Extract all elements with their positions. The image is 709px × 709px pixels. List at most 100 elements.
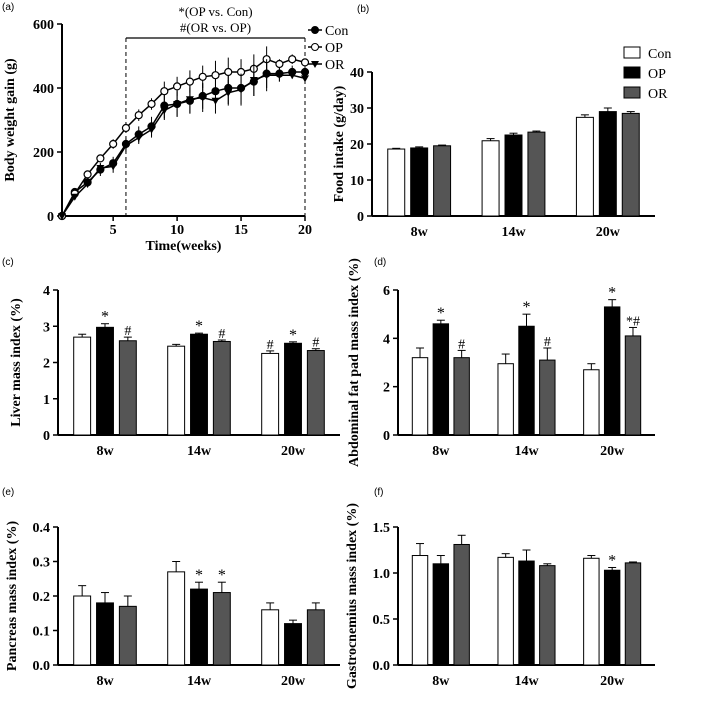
significance-annotation: #(OR vs. OP) [180, 20, 251, 35]
y-tick-label: 0.2 [33, 590, 51, 605]
bar-Con-20w [261, 609, 280, 666]
y-tick-label: 0 [47, 210, 54, 225]
point-OR [96, 165, 105, 172]
point-Con [300, 67, 310, 77]
legend-swatch-OR [623, 86, 641, 99]
point-OR [83, 181, 92, 188]
point-OP [275, 59, 284, 69]
x-tick-label: 8w [432, 674, 450, 689]
bar-OP-20w [603, 306, 621, 436]
y-tick-label: 0.4 [33, 521, 51, 536]
y-tick-label: 30 [350, 102, 364, 117]
x-tick-label: 20w [281, 444, 306, 459]
legend-label: OR [325, 58, 345, 73]
x-tick-label: 8w [432, 444, 450, 459]
significance-mark: * [523, 299, 531, 316]
bar-OR-8w [118, 340, 137, 436]
panel-label: (e) [2, 487, 14, 498]
point-OR [173, 101, 182, 108]
point-OR [147, 126, 156, 134]
bar-OR-8w [118, 605, 137, 666]
y-tick-label: 1.0 [373, 567, 391, 582]
y-tick-label: 40 [350, 66, 364, 81]
point-OP [300, 58, 310, 67]
legend-label: OP [325, 41, 343, 56]
bar-Con-14w [497, 556, 514, 666]
bar-OP-14w [518, 325, 535, 436]
significance-mark: * [608, 552, 616, 569]
point-OR [301, 75, 309, 83]
significance-mark: # [544, 335, 551, 350]
point-OP [173, 82, 182, 91]
bar-OP-14w [518, 560, 535, 666]
bar-Con-8w [73, 595, 92, 666]
significance-mark: * [289, 327, 297, 344]
legend-label: Con [325, 24, 348, 39]
bar-OR-20w [306, 350, 325, 436]
bar-Con-20w [583, 369, 600, 436]
x-tick-label: 8w [96, 674, 114, 689]
panel-label: (c) [2, 257, 14, 268]
y-tick-label: 0.0 [373, 659, 391, 674]
panel-c: (c) 0 1 2 3 4 Liver mass index (%) 8w * #14w * #20w… [2, 257, 340, 459]
bar-Con-14w [481, 140, 500, 217]
bar-OR-14w [212, 592, 231, 666]
bar-Con-20w [575, 116, 594, 217]
point-OR [121, 142, 130, 150]
significance-mark: # [458, 337, 465, 352]
x-tick-label: 20w [600, 444, 625, 459]
significance-mark: # [218, 327, 225, 342]
point-OR [134, 134, 143, 142]
bar-OP-20w [284, 342, 302, 436]
panel-label: (b) [357, 4, 369, 15]
x-tick-label: 14w [187, 674, 212, 689]
y-tick-label: 600 [33, 18, 54, 33]
significance-mark: * [101, 309, 109, 326]
bar-OR-8w [433, 145, 452, 217]
point-OR [224, 89, 233, 97]
x-tick-label: 20w [600, 674, 625, 689]
y-tick-label: 20 [350, 138, 364, 153]
bar-Con-14w [167, 571, 186, 666]
panel-f: (f) 0.0 0.5 1.0 1.5 Gastrocnemius mass index … [345, 487, 655, 689]
y-axis-label: Gastrocnemius mass index (%) [345, 503, 360, 689]
legend-label: Con [648, 47, 671, 62]
significance-mark: * [195, 318, 203, 335]
bar-OR-8w [453, 357, 470, 436]
bar-OR-14w [539, 359, 556, 436]
y-tick-label: 0.5 [373, 613, 391, 628]
point-OP [109, 139, 118, 149]
y-tick-label: 0.1 [33, 625, 51, 640]
significance-annotation: *(OP vs. Con) [178, 4, 252, 19]
point-OR [262, 72, 271, 80]
significance-mark: # [312, 336, 319, 351]
bar-OR-14w [539, 565, 556, 666]
y-tick-label: 2 [43, 357, 50, 372]
y-tick-label: 0 [357, 210, 364, 225]
legend-marker [311, 26, 319, 34]
legend-marker [311, 43, 319, 51]
y-tick-label: 6 [383, 284, 390, 299]
x-tick-label: 20w [281, 674, 306, 689]
point-OP [160, 87, 169, 96]
bar-OR-20w [624, 335, 642, 436]
bar-OR-20w [621, 112, 640, 217]
point-OP [288, 55, 297, 64]
legend-label: OP [648, 67, 666, 82]
y-tick-label: 0 [43, 429, 50, 444]
point-OP [121, 123, 131, 133]
bar-Con-8w [73, 336, 92, 436]
x-axis-label: Time(weeks) [146, 239, 222, 254]
y-axis-label: Food intake (g/day) [332, 85, 347, 202]
bar-OP-8w [410, 147, 429, 217]
point-OR [185, 96, 194, 104]
x-tick-label: 15 [234, 223, 248, 238]
series-line-OP [61, 58, 306, 217]
bar-OP-8w [432, 563, 450, 666]
x-tick-label: 20w [596, 225, 621, 240]
y-tick-label: 2 [383, 381, 390, 396]
panel-label: (f) [374, 487, 383, 498]
significance-mark: * [195, 567, 203, 584]
point-OR [109, 163, 118, 171]
legend-swatch-Con [623, 46, 641, 59]
